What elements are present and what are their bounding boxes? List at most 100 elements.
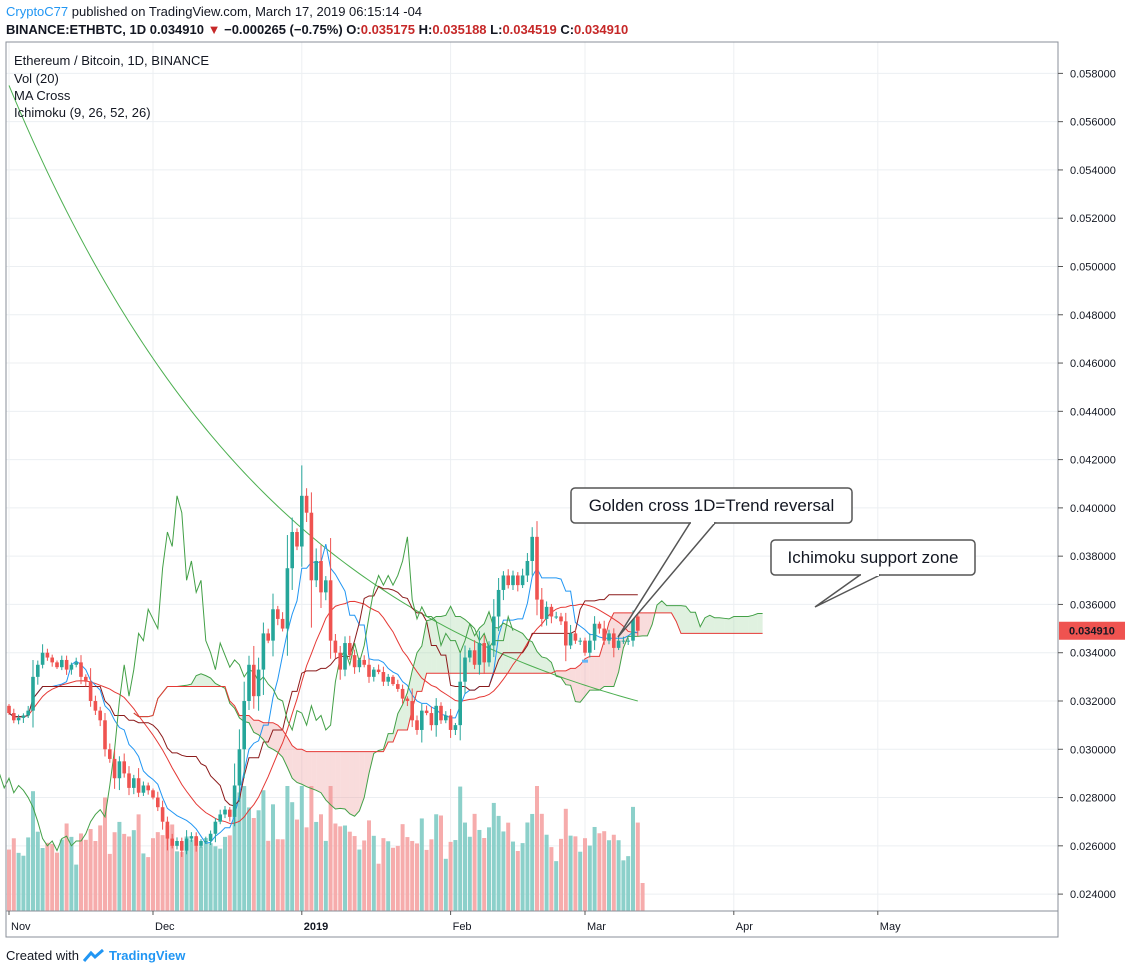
volume-bar <box>203 838 208 911</box>
volume-bar <box>107 853 112 911</box>
cloud-segment <box>421 620 427 692</box>
y-tick-label: 0.036000 <box>1070 599 1116 611</box>
cloud-segment <box>426 619 432 674</box>
volume-bar <box>314 821 319 911</box>
volume-bar <box>122 833 127 911</box>
open-label: O: <box>346 22 361 37</box>
candle-body <box>540 599 544 619</box>
volume-bar <box>304 827 309 911</box>
candle-body <box>165 821 170 839</box>
volume-bar <box>275 839 280 911</box>
candlesticks[interactable] <box>7 465 640 857</box>
volume-bar <box>439 815 443 911</box>
candle-body <box>64 659 69 670</box>
volume-bar <box>290 802 295 911</box>
ma-slow-line <box>8 85 638 702</box>
symbol-label: BINANCE:ETHBTC, 1D <box>6 22 147 37</box>
candle-body <box>309 512 314 581</box>
volume-bar <box>141 853 146 911</box>
volume-bar <box>328 786 333 911</box>
y-tick-label: 0.030000 <box>1070 744 1116 756</box>
candle-body <box>636 616 640 631</box>
volume-bar <box>295 819 299 911</box>
candle-body <box>511 575 515 586</box>
price-axis[interactable]: 0.058000 0.056000 0.054000 0.052000 0.050000… <box>1058 68 1125 901</box>
tradingview-brand[interactable]: TradingView <box>108 948 186 963</box>
volume-bar <box>50 843 55 911</box>
y-tick-label: 0.038000 <box>1070 551 1116 563</box>
volume-bar <box>506 822 511 911</box>
cloud-segment <box>455 616 461 674</box>
candle-body <box>276 609 280 619</box>
volume-bar <box>31 791 35 911</box>
indicator-volume[interactable]: Vol (20) <box>14 71 59 86</box>
candle-body <box>232 785 237 817</box>
y-tick-label: 0.042000 <box>1070 455 1116 467</box>
candle-body <box>88 681 93 701</box>
cloud-segment <box>685 606 691 634</box>
candle-body <box>45 652 50 658</box>
cloud-segment <box>714 617 720 634</box>
y-tick-label: 0.056000 <box>1070 117 1116 129</box>
candle-body <box>597 623 602 629</box>
volume-bar <box>184 836 189 911</box>
volume-bar <box>146 857 151 911</box>
cloud-segment <box>450 606 456 674</box>
cloud-segment <box>445 606 451 674</box>
x-tick-label: Dec <box>155 921 175 933</box>
volume-bar <box>419 818 424 911</box>
publish-info: published on TradingView.com, March 17, … <box>71 4 423 19</box>
volume-bar <box>179 851 184 911</box>
cloud-segment <box>345 751 350 814</box>
cloud-segment <box>705 615 710 634</box>
volume-bar <box>443 858 448 911</box>
volume-bar <box>463 822 467 911</box>
candle-body <box>444 715 448 721</box>
volume-bar <box>16 852 21 911</box>
x-tick-label: Mar <box>587 921 606 933</box>
candle-body <box>93 700 98 711</box>
candle-body <box>458 681 462 726</box>
candle-body <box>175 840 179 846</box>
footer: Created with TradingView <box>6 948 185 963</box>
volume-bar <box>131 830 136 911</box>
candle-body <box>616 640 621 648</box>
volume-bar <box>256 810 261 911</box>
volume-bar <box>88 829 93 911</box>
candle-body <box>381 672 386 682</box>
volume-bar <box>568 835 573 911</box>
volume-bar <box>175 851 179 911</box>
volume-bar <box>472 813 477 911</box>
candle-body <box>300 495 304 547</box>
candle-body <box>122 761 126 774</box>
volume-bar <box>616 840 621 911</box>
y-tick-label: 0.058000 <box>1070 68 1116 80</box>
candle-body <box>410 700 414 721</box>
y-tick-label: 0.044000 <box>1070 406 1116 418</box>
indicator-ma-cross[interactable]: MA Cross <box>14 88 71 103</box>
volume-bar <box>611 834 616 911</box>
cloud-segment <box>306 751 312 789</box>
cloud-segment <box>724 618 729 634</box>
tradingview-logo-icon <box>82 948 104 962</box>
candle-body <box>127 773 131 788</box>
volume-bar <box>117 821 122 911</box>
volume-bar <box>319 814 323 911</box>
time-axis[interactable]: Nov Dec 2019 Feb Mar Apr May <box>8 911 901 933</box>
cloud-segment <box>311 751 317 791</box>
volume-bar <box>55 852 59 911</box>
volume-bar <box>160 835 165 911</box>
candle-body <box>237 749 242 786</box>
volume-bar <box>487 827 491 911</box>
author-link[interactable]: CryptoC77 <box>6 4 69 19</box>
candle-body <box>213 821 218 834</box>
candle-body <box>405 698 410 701</box>
candle-body <box>429 713 434 726</box>
indicator-ichimoku[interactable]: Ichimoku (9, 26, 52, 26) <box>14 105 151 120</box>
volume-bar <box>381 838 386 911</box>
candle-body <box>328 580 333 641</box>
volume-bar <box>357 849 362 911</box>
cloud-segment <box>733 616 739 634</box>
candle-body <box>602 628 606 641</box>
